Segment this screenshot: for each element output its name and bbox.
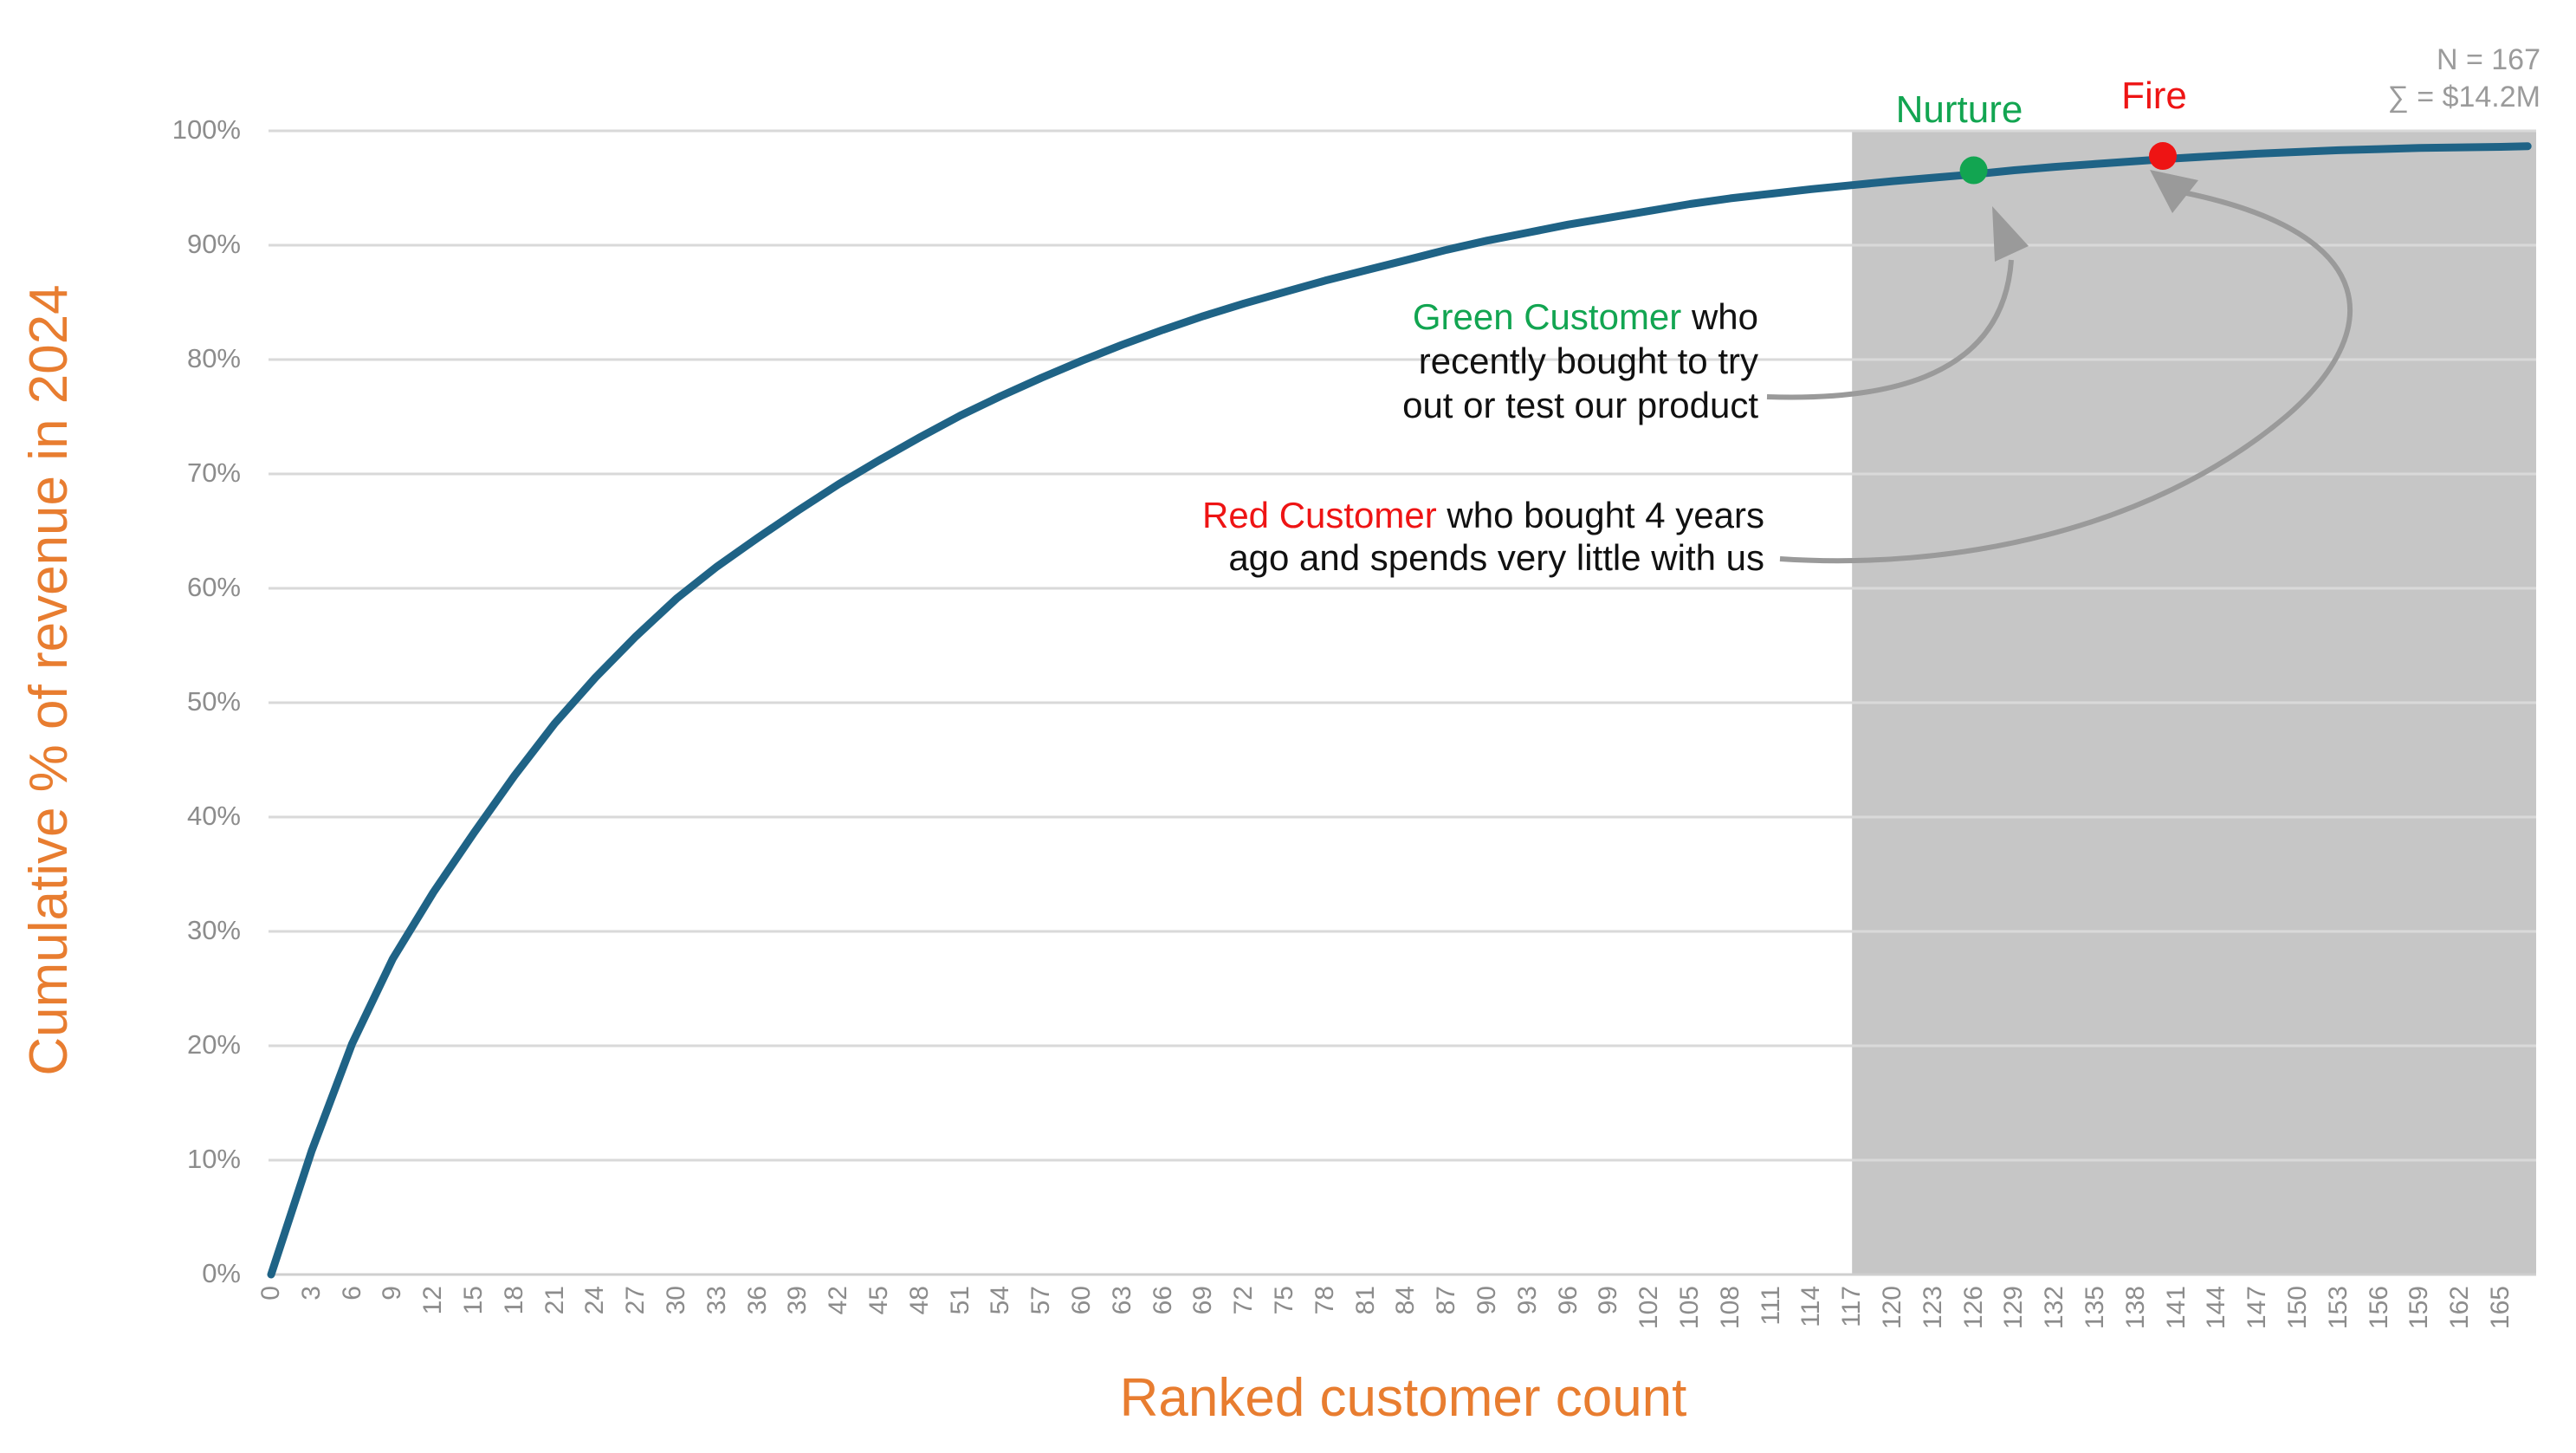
x-tick-label: 111 xyxy=(1756,1286,1785,1326)
x-tick-label: 12 xyxy=(418,1286,448,1315)
x-tick-label: 0 xyxy=(256,1286,285,1301)
y-tick-label: 90% xyxy=(186,229,241,259)
x-tick-label: 45 xyxy=(864,1286,893,1315)
x-tick-label: 75 xyxy=(1270,1286,1298,1315)
x-tick-label: 24 xyxy=(580,1286,610,1315)
x-tick-label: 27 xyxy=(621,1286,650,1315)
fire-label: Fire xyxy=(2121,75,2187,117)
y-tick-label: 10% xyxy=(186,1144,241,1174)
annotation-line: Red Customer who bought 4 years xyxy=(1158,494,1764,536)
x-tick-label: 39 xyxy=(783,1286,812,1315)
x-tick-label: 126 xyxy=(1958,1286,1988,1330)
x-tick-label: 114 xyxy=(1796,1286,1826,1327)
annotation-text: who bought 4 years xyxy=(1436,495,1764,535)
green-annotation-arrowhead-icon xyxy=(1992,206,2029,262)
x-tick-label: 42 xyxy=(824,1286,853,1315)
annotation-line: out or test our product xyxy=(1402,385,1758,425)
x-tick-label: 165 xyxy=(2486,1286,2515,1330)
x-tick-label: 9 xyxy=(378,1286,407,1301)
y-tick-label: 50% xyxy=(186,686,241,717)
y-tick-label: 70% xyxy=(186,457,241,488)
nurture-label: Nurture xyxy=(1895,88,2023,131)
x-axis-title: Ranked customer count xyxy=(1119,1368,1687,1428)
red-customer-highlight: Red Customer xyxy=(1201,495,1437,535)
fire-marker-dot xyxy=(2149,142,2177,171)
y-tick-label: 0% xyxy=(202,1258,241,1288)
y-tick-label: 100% xyxy=(172,114,241,145)
x-tick-label: 150 xyxy=(2283,1286,2312,1330)
x-tick-label: 120 xyxy=(1878,1286,1906,1330)
x-tick-label: 51 xyxy=(945,1286,974,1315)
x-tick-label: 117 xyxy=(1837,1286,1867,1327)
y-tick-label: 30% xyxy=(186,915,241,945)
x-tick-label: 60 xyxy=(1067,1286,1096,1315)
annotation-line: recently bought to try xyxy=(1418,341,1758,381)
x-tick-label: 96 xyxy=(1553,1286,1582,1315)
x-tick-label: 156 xyxy=(2364,1286,2393,1330)
x-tick-label: 84 xyxy=(1391,1286,1421,1315)
x-tick-label: 78 xyxy=(1310,1286,1339,1315)
x-tick-label: 129 xyxy=(1999,1286,2029,1330)
x-tick-label: 18 xyxy=(499,1286,528,1315)
x-tick-label: 138 xyxy=(2120,1286,2150,1330)
y-tick-label: 20% xyxy=(186,1029,241,1060)
x-tick-label: 57 xyxy=(1026,1286,1056,1315)
x-tick-label: 123 xyxy=(1918,1286,1947,1330)
x-tick-label: 33 xyxy=(702,1286,731,1315)
annotation-line: ago and spends very little with us xyxy=(1228,537,1764,578)
y-axis-title: Cumulative % of revenue in 2024 xyxy=(19,284,79,1076)
total-revenue-stat: ∑ = $14.2M xyxy=(2387,81,2540,114)
y-tick-label: 60% xyxy=(186,572,241,602)
x-tick-label: 21 xyxy=(540,1286,569,1315)
annotation-text: who xyxy=(1681,296,1758,337)
x-tick-label: 54 xyxy=(986,1286,1015,1315)
x-tick-label: 15 xyxy=(459,1286,488,1315)
y-tick-label: 40% xyxy=(186,801,241,831)
green-customer-annotation: Green Customer who recently bought to tr… xyxy=(1152,295,1758,427)
x-tick-label: 144 xyxy=(2202,1286,2231,1330)
x-tick-label: 30 xyxy=(662,1286,690,1315)
x-tick-label: 93 xyxy=(1512,1286,1542,1315)
summary-stats: N = 167 ∑ = $14.2M xyxy=(2388,42,2540,116)
nurture-marker-dot xyxy=(1959,156,1988,185)
x-tick-label: 159 xyxy=(2404,1286,2434,1330)
y-tick-label: 80% xyxy=(186,343,241,373)
customer-count-stat: N = 167 xyxy=(2436,43,2540,76)
x-tick-label: 135 xyxy=(2081,1286,2109,1330)
x-tick-label: 90 xyxy=(1472,1286,1501,1315)
x-tick-label: 48 xyxy=(904,1286,934,1315)
red-customer-annotation: Red Customer who bought 4 years ago and … xyxy=(1158,494,1764,579)
x-tick-label: 36 xyxy=(742,1286,772,1315)
x-tick-label: 153 xyxy=(2323,1286,2353,1330)
x-tick-label: 6 xyxy=(337,1286,366,1301)
annotation-line: Green Customer who xyxy=(1152,295,1758,339)
x-tick-label: 63 xyxy=(1107,1286,1136,1315)
x-tick-label: 141 xyxy=(2161,1286,2191,1330)
red-annotation-arrowhead-icon xyxy=(2150,170,2198,213)
green-customer-highlight: Green Customer xyxy=(1412,296,1682,337)
x-tick-label: 72 xyxy=(1229,1286,1259,1315)
x-tick-label: 87 xyxy=(1432,1286,1461,1315)
x-tick-label: 147 xyxy=(2243,1286,2272,1330)
x-tick-label: 3 xyxy=(296,1286,326,1301)
red-annotation-arrow xyxy=(1779,190,2353,564)
x-tick-label: 105 xyxy=(1675,1286,1704,1330)
x-tick-label: 99 xyxy=(1594,1286,1623,1315)
green-annotation-arrow xyxy=(1766,259,2014,400)
x-tick-label: 81 xyxy=(1350,1286,1380,1315)
x-tick-label: 108 xyxy=(1715,1286,1744,1330)
x-tick-label: 132 xyxy=(2040,1286,2069,1330)
x-tick-label: 66 xyxy=(1148,1286,1177,1315)
x-tick-label: 162 xyxy=(2445,1286,2475,1330)
x-tick-label: 102 xyxy=(1634,1286,1664,1330)
x-tick-label: 69 xyxy=(1188,1286,1218,1315)
